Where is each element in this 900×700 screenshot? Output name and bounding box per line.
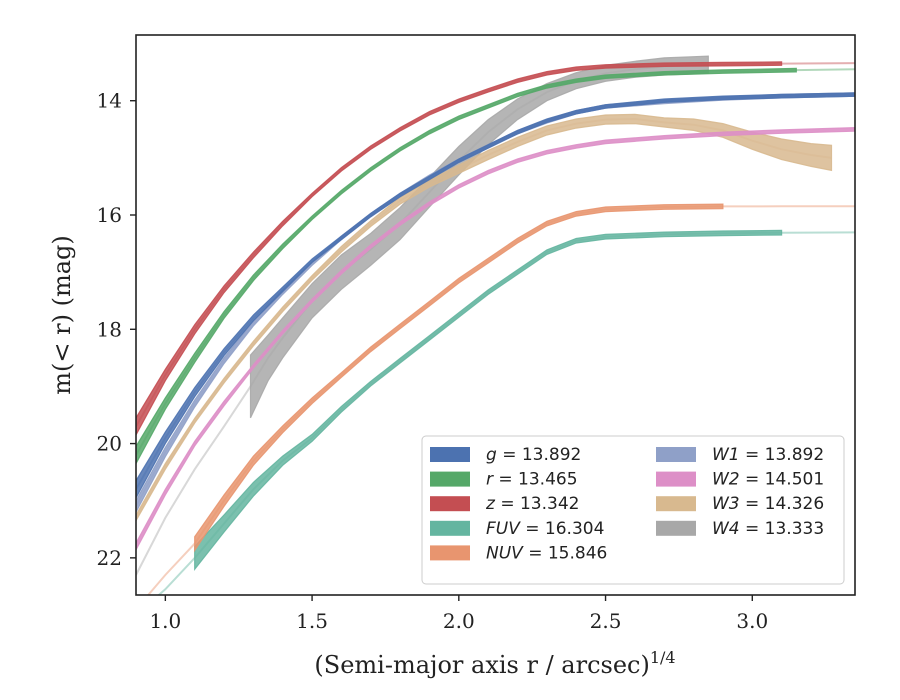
legend-item-NUV: NUV = 15.846 (430, 543, 607, 563)
series-band-g (136, 92, 855, 499)
series-band-z (136, 61, 783, 436)
legend-item-g: g = 13.892 (430, 445, 581, 465)
x-axis-label-exponent: 1/4 (650, 648, 676, 667)
legend-label: W1 = 13.892 (712, 445, 824, 465)
y-axis: 14 16 18 20 22 (97, 89, 136, 570)
legend-box (421, 435, 845, 585)
legend-item-W2: W2 = 14.501 (656, 470, 824, 490)
legend-item-W1: W1 = 13.892 (656, 445, 824, 465)
legend-label: W4 = 13.333 (712, 519, 824, 539)
plot-frame (135, 34, 856, 596)
legend-swatch (430, 471, 470, 487)
series-band-FUV (194, 229, 783, 572)
legend-label: FUV = 16.304 (486, 519, 604, 539)
legend-label: r = 13.465 (486, 470, 578, 490)
legend: g = 13.892 r = 13.465 z = 13.342 FUV = 16.3… (421, 435, 845, 585)
series-z (136, 61, 855, 436)
x-tick-label: 3.0 (736, 609, 768, 633)
legend-swatch (656, 447, 696, 462)
series-NUV (146, 203, 855, 595)
y-axis-label: m(< r) (mag) (48, 235, 76, 394)
series-band-W3 (136, 113, 833, 522)
y-tick-label: 20 (97, 432, 122, 456)
series-band-W2 (136, 126, 855, 551)
series-layer (136, 55, 855, 595)
legend-label: z = 13.342 (485, 494, 579, 514)
series-W2 (136, 126, 855, 551)
legend-swatch (656, 520, 696, 536)
x-tick-label: 1.0 (149, 609, 181, 633)
legend-item-z: z = 13.342 (430, 494, 579, 514)
x-tick-label: 2.0 (443, 609, 475, 633)
series-band-NUV (194, 203, 724, 553)
legend-label: W2 = 14.501 (712, 470, 824, 490)
y-tick-label: 22 (97, 546, 122, 570)
series-r (136, 67, 855, 464)
legend-item-FUV: FUV = 16.304 (430, 519, 604, 539)
x-axis-label: (Semi-major axis r / arcsec)1/4 (314, 648, 675, 679)
legend-label: W3 = 14.326 (712, 494, 824, 514)
y-tick-label: 18 (97, 317, 122, 341)
x-axis: 1.0 1.5 2.0 2.5 3.0 (149, 595, 768, 633)
x-tick-label: 2.5 (590, 609, 622, 633)
y-tick-label: 14 (97, 89, 122, 113)
legend-swatch (430, 545, 470, 561)
x-axis-label-text: (Semi-major axis r / arcsec) (314, 651, 649, 679)
legend-item-W3: W3 = 14.326 (656, 494, 824, 514)
legend-swatch (430, 447, 470, 462)
series-FUV (157, 229, 855, 595)
x-tick-label: 1.5 (296, 609, 328, 633)
legend-swatch (430, 520, 470, 536)
legend-label: g = 13.892 (486, 445, 581, 465)
series-band-r (136, 67, 797, 464)
legend-item-r: r = 13.465 (430, 470, 578, 490)
series-W3 (136, 113, 833, 522)
y-tick-label: 16 (97, 203, 122, 227)
legend-label: NUV = 15.846 (486, 543, 607, 563)
legend-swatch (656, 471, 696, 487)
legend-swatch (656, 496, 696, 512)
series-g (136, 92, 855, 499)
legend-swatch (430, 496, 470, 512)
legend-item-W4: W4 = 13.333 (656, 519, 824, 539)
